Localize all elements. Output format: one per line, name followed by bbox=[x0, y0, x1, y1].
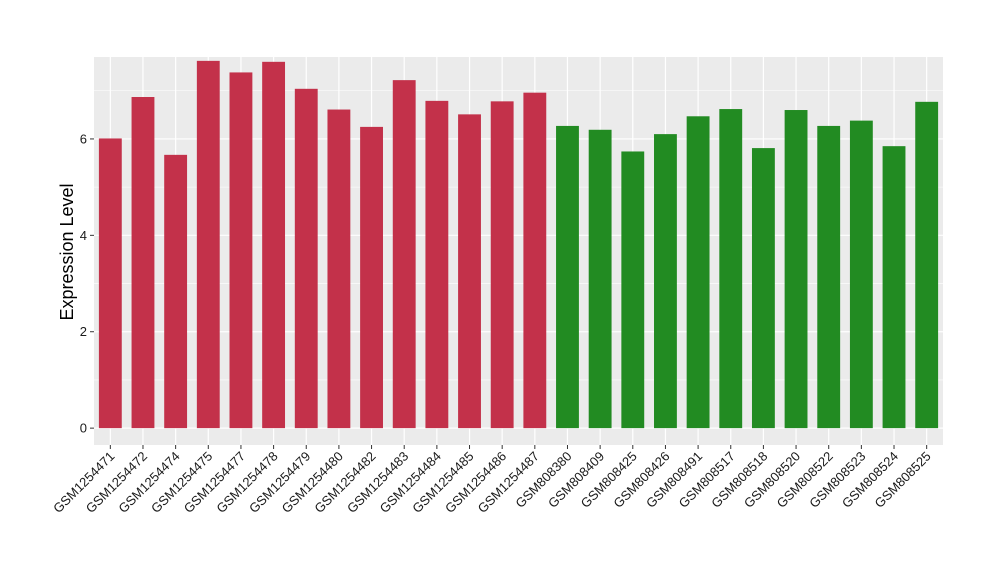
y-tick-label: 4 bbox=[80, 228, 87, 243]
bar bbox=[621, 151, 645, 429]
bar bbox=[164, 154, 188, 429]
bar bbox=[131, 97, 155, 429]
bar bbox=[882, 146, 906, 429]
bar bbox=[458, 114, 481, 429]
bar bbox=[294, 88, 318, 429]
bar bbox=[262, 61, 286, 429]
bar bbox=[360, 126, 383, 429]
y-tick-label: 0 bbox=[80, 421, 87, 436]
panel-background bbox=[94, 57, 943, 445]
bar bbox=[817, 125, 841, 429]
bar bbox=[196, 60, 220, 429]
bar bbox=[686, 116, 710, 429]
bar bbox=[784, 110, 808, 429]
bar bbox=[556, 125, 579, 429]
y-axis-title: Expression Level bbox=[57, 183, 77, 320]
y-axis: 0 2 4 6 bbox=[80, 131, 94, 436]
x-axis: GSM1254471GSM1254472GSM1254474GSM1254475… bbox=[50, 445, 934, 516]
bar bbox=[98, 138, 122, 429]
y-tick-label: 2 bbox=[80, 324, 87, 339]
bar bbox=[490, 101, 514, 429]
bar bbox=[425, 100, 449, 429]
bar bbox=[588, 129, 612, 429]
bars bbox=[98, 60, 939, 429]
bar bbox=[915, 101, 939, 429]
bar bbox=[523, 92, 547, 429]
y-tick-label: 6 bbox=[80, 131, 87, 146]
bar bbox=[751, 148, 775, 429]
bar bbox=[654, 134, 677, 429]
bar bbox=[849, 120, 873, 429]
bar bbox=[229, 72, 253, 429]
bar bbox=[392, 80, 416, 429]
bar bbox=[719, 109, 743, 429]
bar bbox=[327, 109, 351, 429]
